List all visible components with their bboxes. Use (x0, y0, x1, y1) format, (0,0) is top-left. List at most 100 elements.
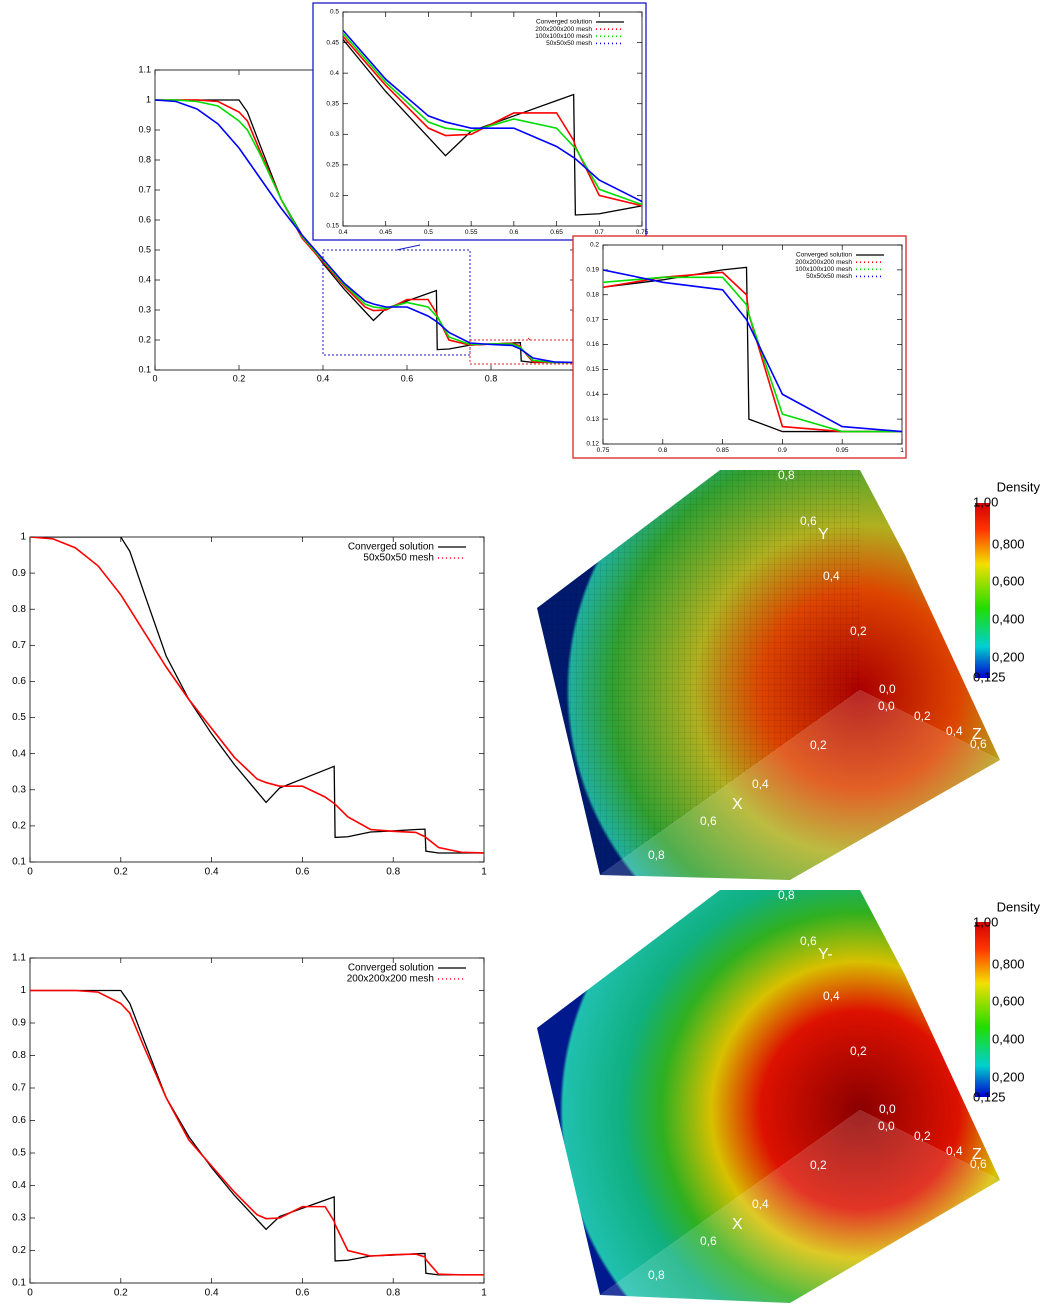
line (30, 537, 484, 854)
axis-label: X (732, 1216, 743, 1233)
x-tick-label: 0.4 (338, 229, 347, 236)
x-tick-label: 0.6 (401, 373, 414, 383)
zoom-connector (396, 244, 421, 251)
cube-mesh (537, 470, 860, 875)
y-tick-label: 0.18 (586, 291, 599, 298)
plot-area (29, 536, 485, 863)
y-tick-label: 0.19 (586, 267, 599, 274)
legend-label: 200x200x200 mesh (535, 26, 592, 33)
line (155, 99, 575, 364)
axis-label: X (732, 796, 743, 813)
y-tick-label: 0.9 (138, 124, 151, 134)
axis-label: Z (972, 726, 982, 743)
x-tick-label: 0.75 (597, 447, 610, 454)
y-tick-label: 0.2 (12, 1245, 26, 1256)
x-tick-label: 0.85 (716, 447, 729, 454)
axis-label: 0,6 (800, 514, 817, 528)
axis-label: 0,2 (810, 1158, 827, 1172)
y-tick-label: 0.4 (12, 748, 26, 759)
x-tick-label: 1 (900, 447, 904, 454)
x-tick-label: 0.8 (658, 447, 667, 454)
axis-label: 0,8 (648, 1268, 665, 1282)
inset-frame (312, 2, 647, 241)
y-tick-label: 0.4 (330, 70, 339, 77)
x-tick-label: 0.7 (595, 229, 604, 236)
x-tick-label: 0 (152, 373, 157, 383)
axis-label: 0,4 (752, 777, 769, 791)
colorbar-title: Density (997, 899, 1041, 914)
legend-label: 200x200x200 mesh (795, 259, 852, 266)
axis-label: 0,0 (879, 682, 896, 696)
line (155, 99, 575, 364)
y-tick-label: 0.7 (12, 640, 26, 651)
cube-face (860, 890, 1000, 1180)
cube-face (860, 470, 1000, 760)
y-tick-label: 0.1 (138, 364, 151, 374)
cube-face (600, 1110, 1000, 1303)
axis-label: 0,8 (778, 468, 795, 482)
axis-label: 0,6 (700, 814, 717, 828)
y-tick-label: 0.35 (326, 100, 339, 107)
y-tick-label: 0.7 (12, 1083, 26, 1094)
axis-label: 0,6 (970, 1157, 987, 1171)
y-tick-label: 0.3 (12, 784, 26, 795)
cube-render (537, 470, 1000, 1303)
y-tick-label: 0.1 (12, 1278, 26, 1289)
x-tick-label: 0.65 (550, 229, 563, 236)
colorbar-label: 1,00 (973, 494, 998, 509)
axis-label: 0,4 (823, 989, 840, 1003)
colorbar-label: 0,400 (992, 611, 1025, 626)
line (603, 276, 902, 433)
legend-label: Converged solution (348, 963, 434, 974)
x-tick-label: 1 (481, 867, 487, 878)
colorbar (975, 922, 990, 1097)
zoom-connector (527, 337, 531, 341)
x-tick-label: 0.4 (205, 867, 219, 878)
axis-label: 0,6 (800, 934, 817, 948)
line (603, 266, 902, 433)
y-tick-label: 0.2 (138, 334, 151, 344)
y-tick-label: 0.15 (326, 223, 339, 230)
inset-frame (572, 235, 907, 459)
cube-face (537, 890, 860, 1295)
x-tick-label: 0.8 (386, 1288, 400, 1299)
colorbar-title: Density (997, 479, 1041, 494)
axis-label: 0,2 (850, 624, 867, 638)
y-tick-label: 0.2 (12, 821, 26, 832)
axis-label: 0,4 (823, 569, 840, 583)
plot-area (342, 11, 643, 227)
y-tick-label: 0.2 (590, 242, 599, 249)
axis-label: 0,2 (850, 1044, 867, 1058)
cube-face (600, 690, 1000, 880)
axis-label: 0,8 (778, 888, 795, 902)
y-tick-label: 0.8 (138, 154, 151, 164)
y-tick-label: 0.8 (12, 1050, 26, 1061)
y-tick-label: 0.6 (12, 1115, 26, 1126)
legend-label: 50x50x50 mesh (806, 273, 852, 280)
line (30, 537, 484, 854)
axis-label: Z (972, 1146, 982, 1163)
axis-label: 0,6 (970, 737, 987, 751)
axis-label: 0,0 (878, 699, 895, 713)
line (343, 35, 642, 207)
y-tick-label: 0.25 (326, 162, 339, 169)
y-tick-label: 0.3 (138, 304, 151, 314)
colorbar-label: 0,600 (992, 573, 1025, 588)
axis-label: 0,2 (810, 738, 827, 752)
line (343, 32, 642, 206)
axis-label: 0,8 (648, 848, 665, 862)
axis-label: 0,4 (946, 724, 963, 738)
legend-label: 100x100x100 mesh (535, 33, 592, 40)
y-tick-label: 0.7 (138, 184, 151, 194)
y-tick-label: 0.12 (586, 441, 599, 448)
y-tick-label: 0.9 (12, 1018, 26, 1029)
y-tick-label: 0.3 (12, 1213, 26, 1224)
line (30, 989, 484, 1276)
x-tick-label: 0.95 (836, 447, 849, 454)
line (155, 99, 575, 364)
x-tick-label: 1 (481, 1288, 487, 1299)
axis-label: Y- (818, 946, 833, 963)
axis-label: 0,2 (914, 709, 931, 723)
x-tick-label: 0.8 (485, 373, 498, 383)
